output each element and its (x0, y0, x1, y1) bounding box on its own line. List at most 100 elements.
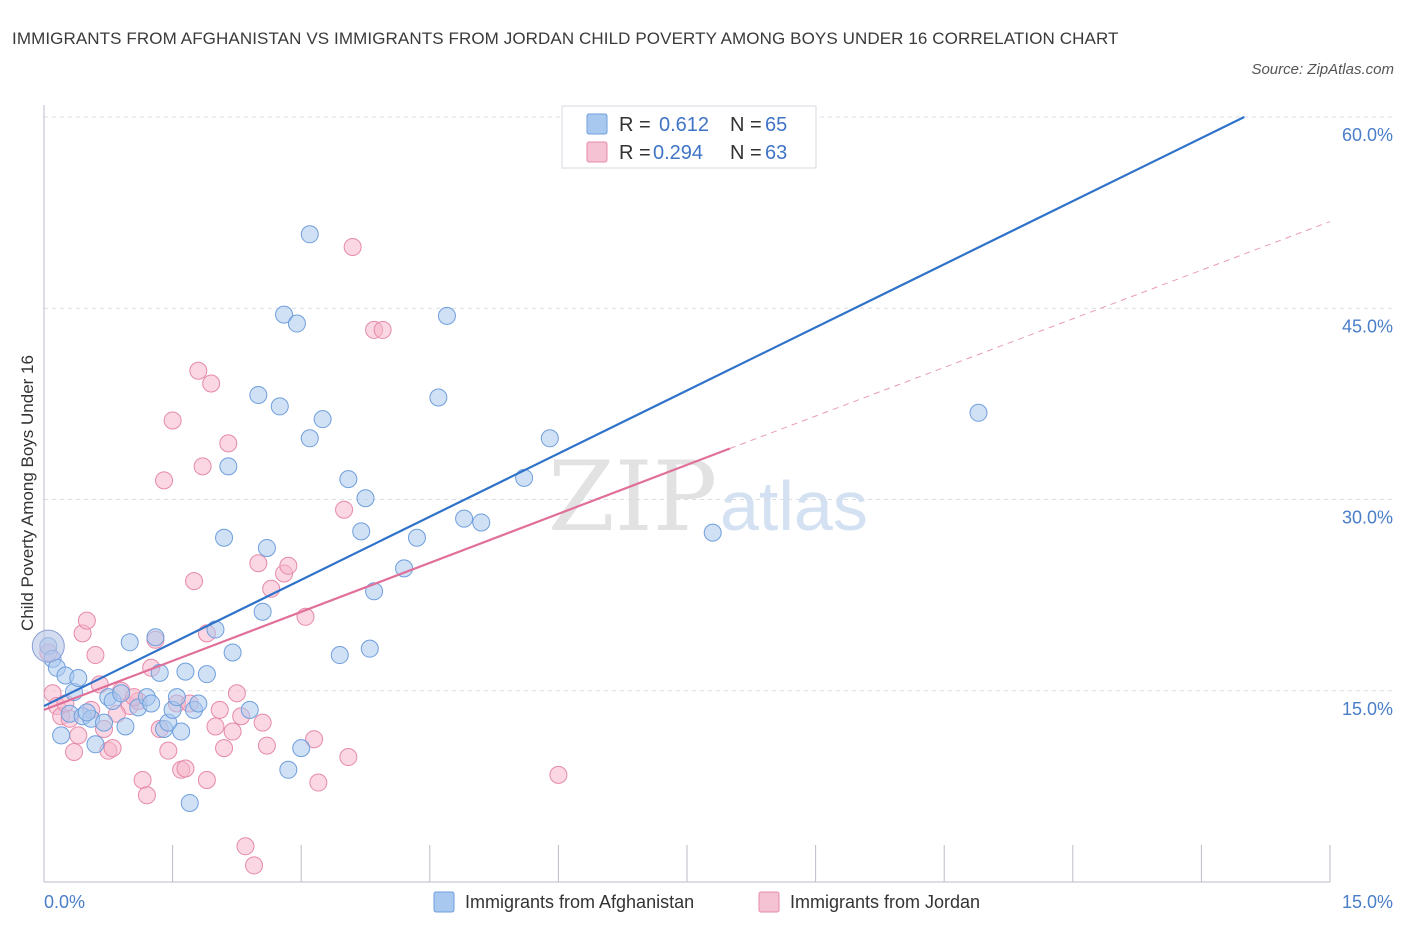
y-tick-label: 15.0% (1342, 699, 1393, 719)
trend-lines (43, 116, 1331, 711)
jordan-point (202, 374, 221, 393)
watermark-zip: ZIP (548, 441, 717, 553)
series-afghanistan-points (31, 225, 988, 812)
afghanistan-point (215, 528, 234, 547)
afghanistan-point (52, 726, 71, 745)
grid (44, 116, 1393, 692)
legend-box: R = 0.612 N = 65 R = 0.294 N = 63 (561, 105, 817, 169)
afghanistan-point (270, 397, 289, 416)
jordan-point (279, 556, 298, 575)
jordan-trend-extension (729, 221, 1331, 449)
legend-swatch-jordan (586, 141, 608, 163)
afghanistan-point (240, 700, 259, 719)
jordan-point (69, 726, 88, 745)
cluster-point (31, 629, 65, 663)
afghanistan-point (77, 703, 96, 722)
jordan-point (343, 238, 362, 257)
jordan-point (305, 730, 324, 749)
afghanistan-point (969, 403, 988, 422)
afghanistan-point (142, 694, 161, 713)
jordan-point (206, 717, 225, 736)
series-jordan-points (39, 238, 568, 875)
jordan-point (236, 837, 255, 856)
jordan-point (309, 773, 328, 792)
afghanistan-point (356, 489, 375, 508)
jordan-point (227, 684, 246, 703)
x-label-right: 15.0% (1342, 892, 1393, 912)
y-tick-labels: 15.0% 30.0% 45.0% 60.0% (1342, 125, 1393, 719)
afghanistan-point (365, 582, 384, 601)
jordan-point (245, 856, 264, 875)
y-tick-label: 45.0% (1342, 316, 1393, 336)
bottom-legend-swatch-afghanistan (433, 891, 455, 913)
afghanistan-point (253, 602, 272, 621)
afghanistan-point (257, 538, 276, 557)
legend-r-label-afghanistan: R = (619, 114, 651, 136)
jordan-point (163, 411, 182, 430)
bottom-legend-swatch-jordan (758, 891, 780, 913)
jordan-point (65, 742, 84, 761)
afghanistan-point (330, 646, 349, 665)
jordan-point (257, 736, 276, 755)
afghanistan-point (352, 522, 371, 541)
jordan-point (137, 786, 156, 805)
jordan-point (215, 739, 234, 758)
bottom-legend-label-afghanistan: Immigrants from Afghanistan (465, 892, 694, 912)
afghanistan-trend-line (43, 116, 1245, 708)
afghanistan-point (455, 509, 474, 528)
jordan-point (86, 646, 105, 665)
jordan-point (549, 765, 568, 784)
afghanistan-point (219, 457, 238, 476)
legend-n-value-afghanistan: 65 (765, 114, 787, 136)
afghanistan-point (146, 628, 165, 647)
chart-title: IMMIGRANTS FROM AFGHANISTAN VS IMMIGRANT… (12, 29, 1119, 48)
afghanistan-point (313, 410, 332, 429)
jordan-point (176, 759, 195, 778)
afghanistan-point (95, 713, 114, 732)
legend-r-value-jordan: 0.294 (653, 142, 703, 164)
afghanistan-point (292, 739, 311, 758)
afghanistan-point (223, 643, 242, 662)
afghanistan-point (339, 470, 358, 489)
afghanistan-point (472, 513, 491, 532)
legend-n-label-jordan: N = (730, 142, 762, 164)
afghanistan-point (116, 717, 135, 736)
afghanistan-point (279, 760, 298, 779)
y-tick-label: 60.0% (1342, 125, 1393, 145)
afghanistan-point (515, 468, 534, 487)
jordan-point (253, 713, 272, 732)
y-axis-title: Child Poverty Among Boys Under 16 (18, 355, 37, 631)
afghanistan-point (437, 306, 456, 325)
afghanistan-point (112, 684, 131, 703)
afghanistan-point (703, 523, 722, 542)
afghanistan-point (150, 663, 169, 682)
bottom-legend-label-jordan: Immigrants from Jordan (790, 892, 980, 912)
jordan-point (219, 434, 238, 453)
source-label: Source: ZipAtlas.com (1251, 61, 1394, 78)
afghanistan-point (300, 429, 319, 448)
afghanistan-point (180, 793, 199, 812)
afghanistan-point (540, 429, 559, 448)
legend-n-label-afghanistan: N = (730, 114, 762, 136)
jordan-point (249, 554, 268, 573)
afghanistan-point (429, 388, 448, 407)
jordan-point (193, 457, 212, 476)
afghanistan-point (407, 528, 426, 547)
jordan-point (197, 771, 216, 789)
afghanistan-point (69, 669, 88, 687)
bottom-legend: Immigrants from Afghanistan Immigrants f… (433, 891, 980, 913)
jordan-point (223, 722, 242, 741)
afghanistan-point (189, 694, 208, 713)
jordan-point (103, 739, 122, 758)
jordan-point (335, 500, 354, 519)
legend-swatch-afghanistan (586, 113, 608, 135)
jordan-point (339, 748, 358, 767)
jordan-point (210, 700, 229, 719)
afghanistan-point (176, 662, 195, 681)
jordan-point (133, 771, 152, 789)
afghanistan-point (172, 722, 191, 741)
jordan-point (185, 572, 204, 591)
afghanistan-point (197, 665, 216, 684)
jordan-point (77, 611, 96, 630)
